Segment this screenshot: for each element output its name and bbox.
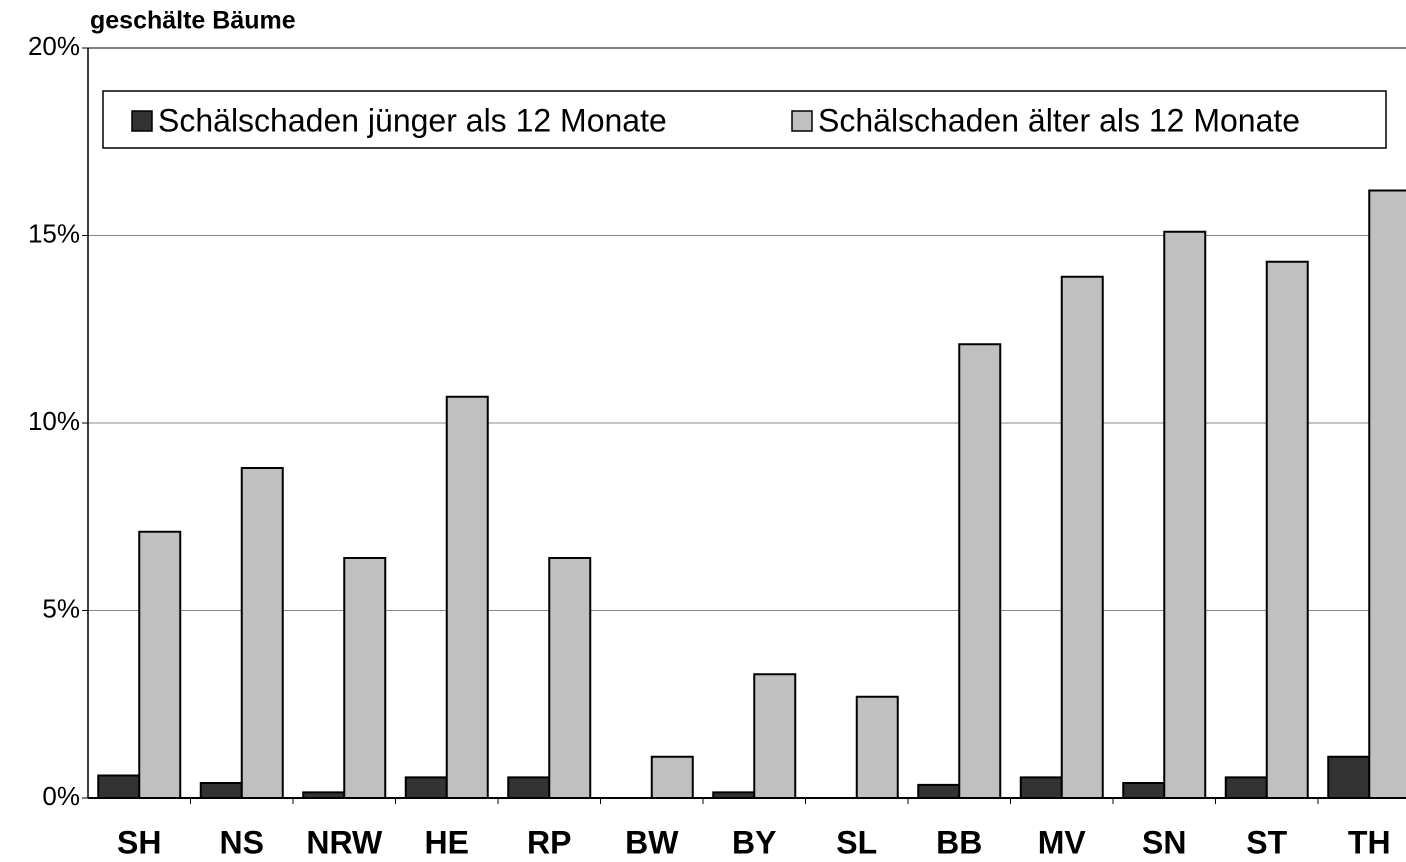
bar: [650, 755, 694, 799]
x-tick-label: NRW: [306, 824, 383, 860]
legend-box: [102, 90, 1387, 149]
x-tick-label: MV: [1038, 824, 1087, 860]
bar: [507, 776, 551, 799]
bar: [958, 343, 1002, 799]
legend-swatch: [791, 110, 813, 132]
bar: [97, 774, 141, 799]
bar: [240, 467, 284, 799]
bar: [1368, 189, 1406, 799]
bar: [1327, 755, 1371, 799]
bar: [445, 395, 489, 799]
bar: [1060, 275, 1104, 799]
x-tick-label: SH: [117, 824, 161, 860]
bar: [138, 530, 182, 799]
bar: [1122, 782, 1166, 799]
bar: [855, 695, 899, 799]
legend-label: Schälschaden jünger als 12 Monate: [158, 102, 667, 138]
x-tick-label: HE: [425, 824, 469, 860]
y-tick-label: 10%: [28, 406, 80, 436]
legend-label: Schälschaden älter als 12 Monate: [818, 102, 1300, 138]
y-tick-label: 0%: [42, 781, 80, 811]
bar: [404, 776, 448, 799]
chart-title: geschälte Bäume: [90, 7, 296, 35]
bar: [548, 557, 592, 799]
bar: [343, 557, 387, 799]
bar: [199, 782, 243, 799]
y-tick-label: 5%: [42, 593, 80, 623]
x-tick-label: BW: [625, 824, 679, 860]
bar: [1224, 776, 1268, 799]
y-tick-label: 20%: [28, 31, 80, 61]
x-tick-label: TH: [1348, 824, 1391, 860]
x-tick-label: RP: [527, 824, 571, 860]
x-tick-label: SL: [836, 824, 877, 860]
x-tick-label: BB: [936, 824, 982, 860]
x-tick-label: SN: [1142, 824, 1186, 860]
bar: [1265, 260, 1309, 799]
legend-swatch: [131, 110, 153, 132]
bar: [753, 673, 797, 799]
bar: [1163, 230, 1207, 799]
x-tick-label: BY: [732, 824, 776, 860]
bar: [917, 783, 961, 799]
bar: [1019, 776, 1063, 799]
x-tick-label: NS: [220, 824, 264, 860]
x-tick-label: ST: [1246, 824, 1287, 860]
y-tick-label: 15%: [28, 218, 80, 248]
